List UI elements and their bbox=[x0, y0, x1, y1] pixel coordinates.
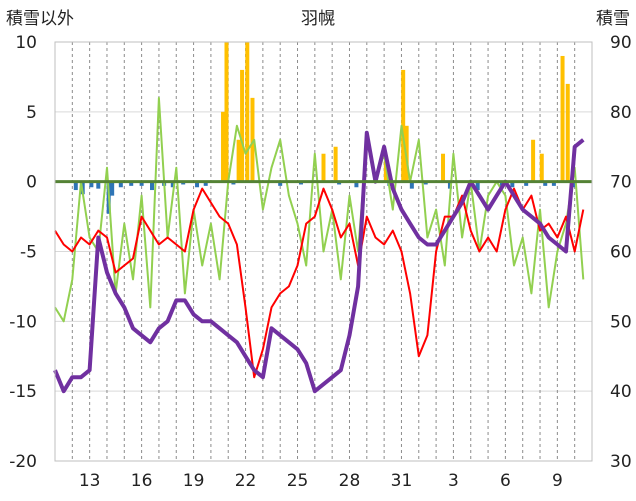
precipitation-bar bbox=[401, 69, 406, 182]
sunshine-bar bbox=[203, 181, 208, 186]
x-tick-label: 9 bbox=[552, 471, 563, 491]
left-tick-label: -5 bbox=[20, 243, 37, 263]
right-tick-label: 30 bbox=[610, 452, 632, 472]
sunshine-bar bbox=[195, 181, 200, 188]
sunshine-bar bbox=[447, 181, 452, 189]
precipitation-bar bbox=[565, 83, 570, 182]
temperature-line bbox=[54, 187, 585, 379]
precipitation-bar bbox=[560, 55, 565, 182]
precipitation-bar bbox=[333, 146, 338, 182]
precipitation-bar bbox=[539, 153, 544, 182]
sunshine-bar bbox=[139, 181, 144, 186]
snow-depth-line bbox=[53, 130, 585, 394]
series-layer bbox=[53, 96, 592, 394]
precipitation-bar bbox=[531, 139, 536, 182]
plot-frame bbox=[54, 41, 593, 462]
precipitation-bar bbox=[250, 97, 255, 182]
precipitation-bar bbox=[236, 139, 241, 182]
precipitation-bar bbox=[321, 153, 326, 182]
sunshine-bar bbox=[89, 181, 94, 188]
sunshine-bar bbox=[475, 181, 480, 191]
right-tick-label: 70 bbox=[610, 173, 632, 193]
sunshine-bar bbox=[543, 181, 548, 186]
sunshine-bar bbox=[110, 181, 115, 196]
left-tick-label: -15 bbox=[9, 382, 37, 402]
left-tick-label: 5 bbox=[26, 103, 37, 123]
right-tick-label: 90 bbox=[610, 33, 632, 53]
precipitation-bar bbox=[441, 153, 446, 182]
right-tick-label: 50 bbox=[610, 312, 632, 332]
sunshine-bar bbox=[170, 181, 175, 188]
x-tick-label: 22 bbox=[235, 471, 257, 491]
left-axis-label: 積雪以外 bbox=[6, 9, 74, 29]
precipitation-bar bbox=[240, 69, 245, 182]
right-tick-label: 40 bbox=[610, 382, 632, 402]
plot-border bbox=[54, 41, 593, 462]
x-tick-label: 3 bbox=[448, 471, 459, 491]
sunshine-bar bbox=[129, 181, 134, 186]
left-tick-label: 10 bbox=[15, 33, 37, 53]
sunshine-bar bbox=[524, 181, 529, 186]
precipitation-bar bbox=[245, 42, 250, 182]
x-tick-label: 6 bbox=[500, 471, 511, 491]
sunshine-bar bbox=[278, 181, 283, 186]
precipitation-bar bbox=[224, 42, 229, 182]
right-tick-label: 60 bbox=[610, 243, 632, 263]
x-tick-label: 25 bbox=[287, 471, 309, 491]
left-tick-label: -10 bbox=[9, 312, 37, 332]
precipitation-bar bbox=[221, 111, 226, 182]
sunshine-bar bbox=[510, 181, 515, 188]
sunshine-bar bbox=[409, 181, 414, 189]
sunshine-bar bbox=[551, 181, 556, 186]
left-tick-label: 0 bbox=[26, 173, 37, 193]
chart-title: 羽幌 bbox=[301, 9, 335, 29]
x-tick-label: 19 bbox=[183, 471, 205, 491]
x-tick-label: 13 bbox=[79, 471, 101, 491]
left-tick-label: -20 bbox=[9, 452, 37, 472]
sunshine-bar bbox=[150, 181, 155, 191]
sunshine-bar bbox=[354, 181, 359, 188]
x-tick-label: 16 bbox=[131, 471, 153, 491]
x-tick-label: 28 bbox=[339, 471, 361, 491]
x-tick-label: 31 bbox=[391, 471, 413, 491]
right-tick-label: 80 bbox=[610, 103, 632, 123]
sunshine-bar bbox=[96, 181, 101, 189]
sunshine-bar bbox=[118, 181, 123, 188]
sunshine-bar bbox=[73, 181, 78, 191]
right-axis-label: 積雪 bbox=[596, 9, 630, 29]
